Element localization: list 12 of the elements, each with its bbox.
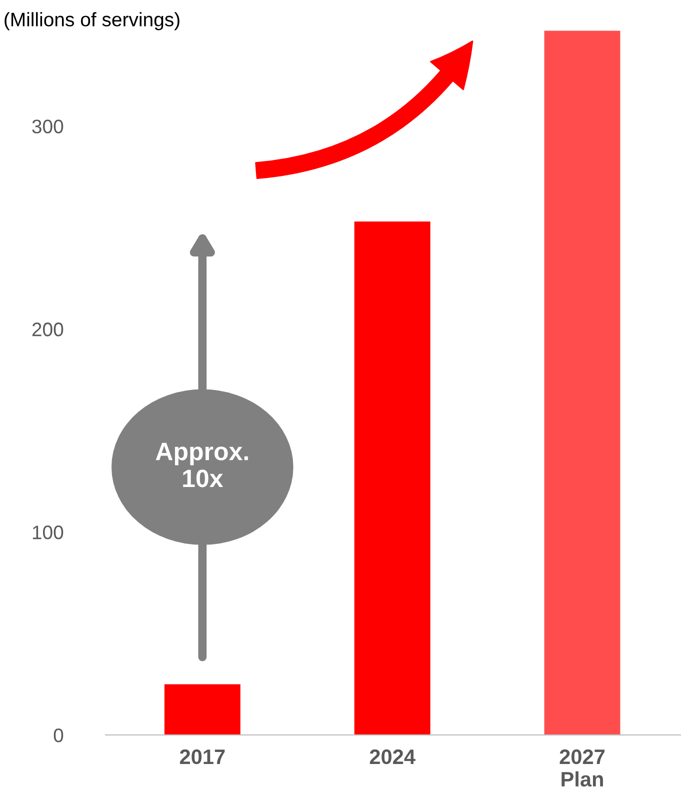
y-tick-label: 100 bbox=[32, 526, 64, 540]
y-tick-label: 300 bbox=[32, 120, 64, 134]
annotation: Approx. 10x bbox=[156, 442, 248, 488]
y-axis-title: (Millions of servings) bbox=[4, 12, 180, 30]
bar bbox=[164, 684, 240, 735]
y-tick-label: 0 bbox=[54, 728, 64, 742]
y-tick-label: 200 bbox=[32, 322, 64, 336]
x-tick-label: 2027 Plan bbox=[560, 749, 605, 787]
x-tick-label: 2017 bbox=[180, 749, 225, 764]
x-tick-label: 2024 bbox=[370, 749, 416, 764]
bar bbox=[544, 30, 620, 735]
bar bbox=[354, 222, 430, 735]
